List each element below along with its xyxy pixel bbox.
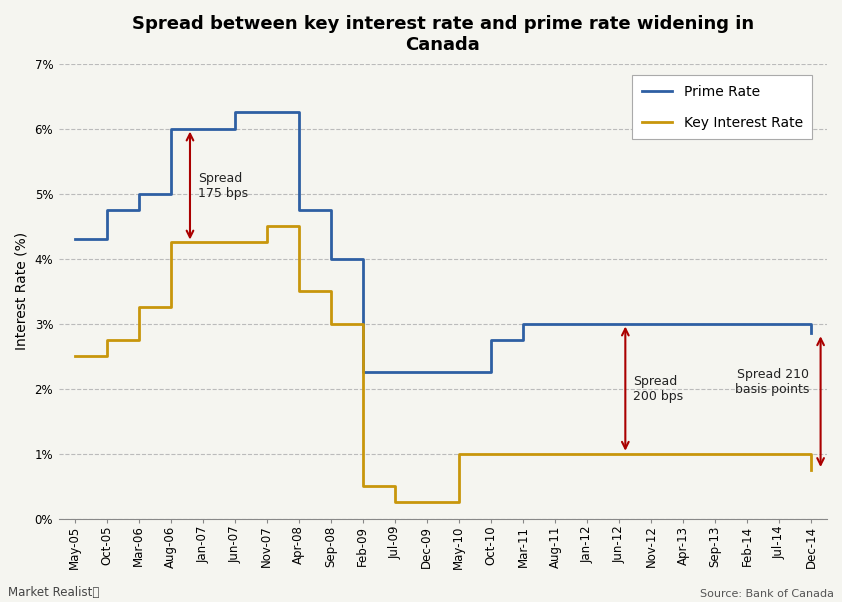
Prime Rate (70, 235, 80, 243)
Text: Spread 210
basis points: Spread 210 basis points (735, 368, 809, 396)
Prime Rate (262, 109, 272, 116)
Text: Source: Bank of Canada: Source: Bank of Canada (700, 589, 834, 599)
Prime Rate (582, 320, 592, 327)
Key Interest Rate (390, 499, 400, 506)
Key Interest Rate (198, 239, 208, 246)
Key Interest Rate (614, 450, 624, 458)
Text: Spread
175 bps: Spread 175 bps (198, 172, 248, 199)
Prime Rate (742, 320, 752, 327)
Line: Key Interest Rate: Key Interest Rate (75, 226, 811, 503)
Prime Rate (774, 320, 784, 327)
Prime Rate (102, 206, 112, 214)
Title: Spread between key interest rate and prime rate widening in
Canada: Spread between key interest rate and pri… (132, 15, 754, 54)
Text: Market RealistⓇ: Market RealistⓇ (8, 586, 100, 599)
Prime Rate (646, 320, 656, 327)
Key Interest Rate (678, 450, 688, 458)
Text: Spread
200 bps: Spread 200 bps (633, 374, 684, 403)
Y-axis label: Interest Rate (%): Interest Rate (%) (15, 232, 29, 350)
Prime Rate (678, 320, 688, 327)
Key Interest Rate (358, 483, 368, 490)
Prime Rate (326, 255, 336, 262)
Prime Rate (230, 109, 240, 116)
Key Interest Rate (134, 304, 144, 311)
Key Interest Rate (70, 353, 80, 360)
Prime Rate (198, 125, 208, 132)
Key Interest Rate (742, 450, 752, 458)
Key Interest Rate (518, 450, 528, 458)
Prime Rate (358, 369, 368, 376)
Key Interest Rate (710, 450, 720, 458)
Prime Rate (454, 369, 464, 376)
Line: Prime Rate: Prime Rate (75, 113, 811, 373)
Key Interest Rate (486, 450, 496, 458)
Prime Rate (518, 320, 528, 327)
Key Interest Rate (262, 223, 272, 230)
Key Interest Rate (326, 320, 336, 327)
Prime Rate (614, 320, 624, 327)
Key Interest Rate (806, 467, 816, 474)
Prime Rate (550, 320, 560, 327)
Prime Rate (806, 330, 816, 337)
Key Interest Rate (646, 450, 656, 458)
Key Interest Rate (422, 499, 432, 506)
Key Interest Rate (550, 450, 560, 458)
Prime Rate (486, 337, 496, 344)
Key Interest Rate (102, 337, 112, 344)
Prime Rate (134, 190, 144, 197)
Key Interest Rate (166, 239, 176, 246)
Prime Rate (166, 125, 176, 132)
Legend: Prime Rate, Key Interest Rate: Prime Rate, Key Interest Rate (632, 75, 813, 139)
Key Interest Rate (230, 239, 240, 246)
Key Interest Rate (582, 450, 592, 458)
Prime Rate (294, 206, 304, 214)
Prime Rate (390, 369, 400, 376)
Key Interest Rate (774, 450, 784, 458)
Key Interest Rate (454, 450, 464, 458)
Prime Rate (710, 320, 720, 327)
Key Interest Rate (294, 288, 304, 295)
Prime Rate (422, 369, 432, 376)
